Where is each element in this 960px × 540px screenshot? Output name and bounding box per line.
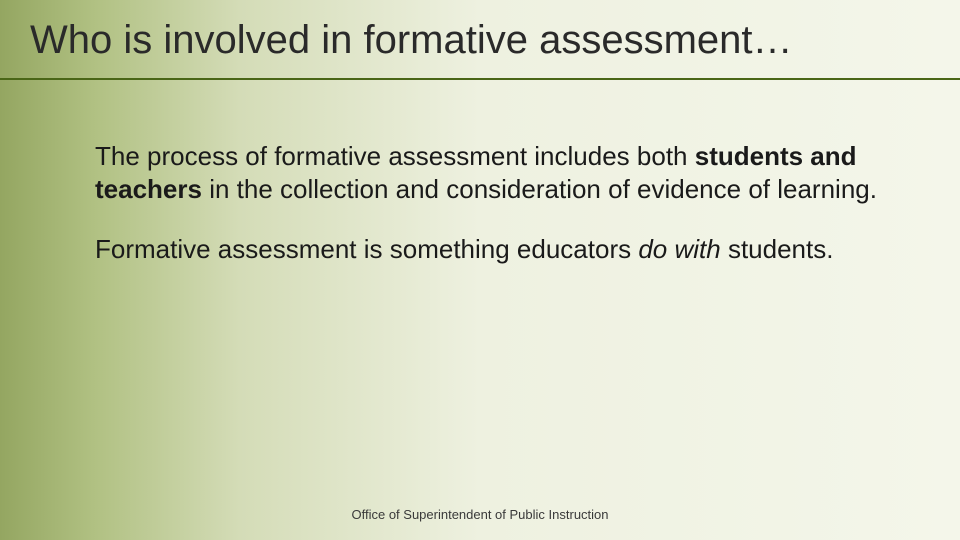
paragraph-2: Formative assessment is something educat… bbox=[95, 233, 890, 266]
text-run: The process of formative assessment incl… bbox=[95, 141, 695, 171]
slide-footer: Office of Superintendent of Public Instr… bbox=[0, 507, 960, 522]
paragraph-1: The process of formative assessment incl… bbox=[95, 140, 890, 205]
slide-body: The process of formative assessment incl… bbox=[95, 140, 890, 294]
title-underline bbox=[0, 78, 960, 80]
text-run-italic: do with bbox=[638, 234, 720, 264]
text-run: Formative assessment is something educat… bbox=[95, 234, 638, 264]
text-run: students. bbox=[721, 234, 834, 264]
slide-title: Who is involved in formative assessment… bbox=[30, 18, 793, 63]
text-run: in the collection and consideration of e… bbox=[202, 174, 877, 204]
slide: Who is involved in formative assessment…… bbox=[0, 0, 960, 540]
